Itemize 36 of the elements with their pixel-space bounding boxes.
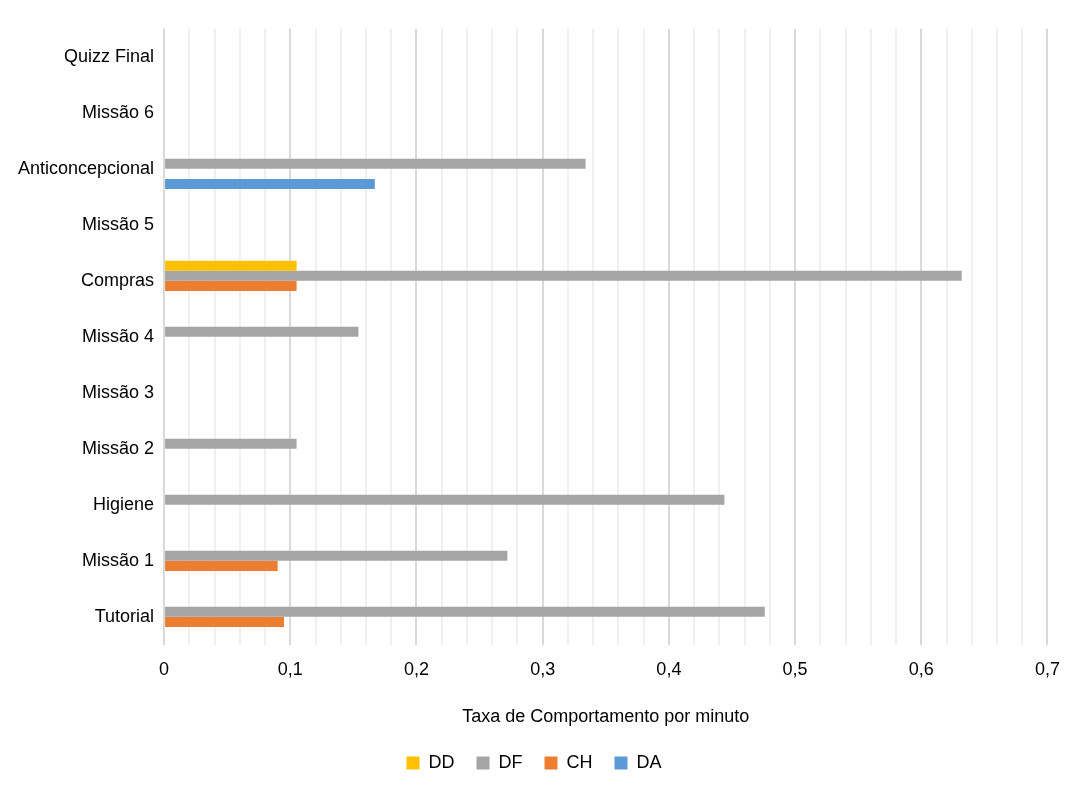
x-tick-label: 0,2	[403, 658, 430, 679]
y-tick-label: Tutorial	[94, 605, 155, 626]
y-tick-label: Anticoncepcional	[18, 157, 155, 178]
bar	[165, 494, 725, 505]
x-tick-label: 0	[159, 658, 170, 679]
bar	[165, 326, 359, 337]
legend-label: DF	[498, 751, 523, 772]
bar	[165, 270, 962, 281]
y-tick-label: Missão 6	[82, 101, 155, 122]
x-tick-label: 0,4	[656, 658, 682, 679]
bar	[165, 280, 297, 291]
x-tick-label: 0,1	[277, 658, 303, 679]
y-tick-label: Missão 5	[82, 213, 155, 234]
y-tick-label: Missão 4	[82, 325, 155, 346]
x-axis-title: Taxa de Comportamento por minuto	[462, 706, 750, 727]
y-tick-label: Missão 1	[82, 549, 155, 570]
bar	[165, 616, 284, 627]
bar	[165, 606, 765, 617]
bar	[165, 158, 586, 169]
bar	[165, 438, 297, 449]
legend-label: DD	[428, 751, 455, 772]
legend-label: CH	[566, 751, 593, 772]
x-tick-label: 0,6	[908, 658, 934, 679]
y-tick-label: Quizz Final	[64, 45, 155, 66]
y-tick-label: Missão 2	[82, 437, 155, 458]
legend-label: DA	[636, 751, 662, 772]
x-tick-label: 0,7	[1034, 658, 1060, 679]
bar	[165, 260, 297, 271]
bar	[165, 560, 278, 571]
bar	[165, 178, 375, 189]
y-tick-label: Compras	[81, 269, 155, 290]
x-tick-label: 0,5	[782, 658, 808, 679]
y-tick-label: Higiene	[93, 493, 155, 514]
x-tick-label: 0,3	[530, 658, 556, 679]
bar	[165, 550, 508, 561]
y-tick-label: Missão 3	[82, 381, 155, 402]
